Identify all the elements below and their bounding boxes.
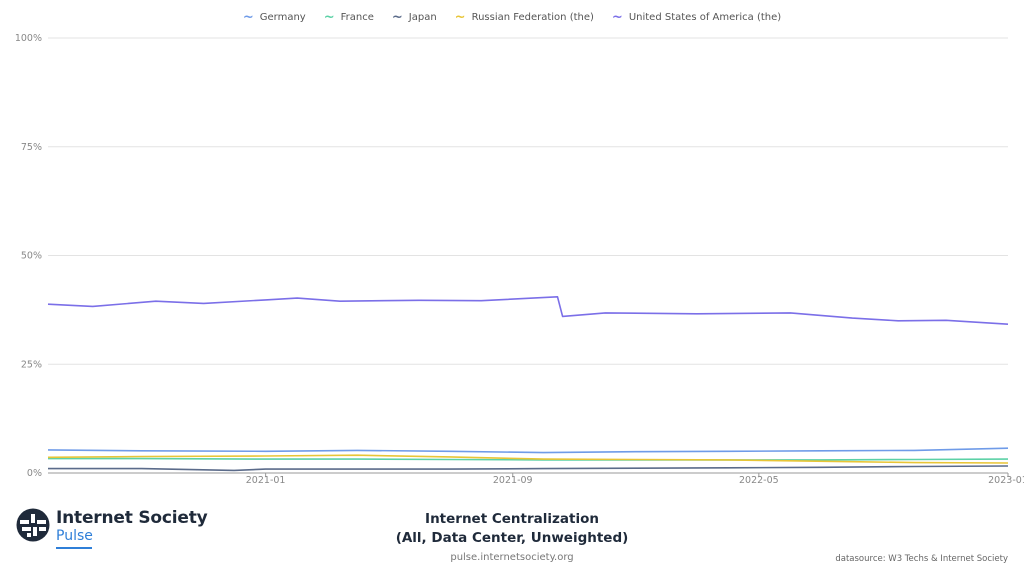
series-line-germany <box>47 447 1009 454</box>
grid-lines <box>48 37 1008 474</box>
legend-item[interactable]: ~ Germany <box>242 9 306 25</box>
internet-society-globe-icon <box>16 508 50 542</box>
x-tick-label: 2021-09 <box>493 475 533 486</box>
series-line-france <box>48 457 1009 461</box>
brand-logo: Internet Society Pulse <box>16 508 208 549</box>
brand-name: Internet Society <box>56 508 208 528</box>
chart: 0%25%50%75%100% 2021-01 2021-09 2022-05 202… <box>15 33 1024 486</box>
footer: Internet Society Pulse Internet Centrali… <box>0 500 1024 580</box>
legend-swatch-icon: ~ <box>391 9 403 25</box>
series-lines <box>47 296 1009 472</box>
chart-subtitle: (All, Data Center, Unweighted) <box>395 530 629 546</box>
legend-label: Germany <box>259 12 306 23</box>
y-tick-label: 0% <box>27 468 42 479</box>
legend-label: Russian Federation (the) <box>471 12 594 23</box>
legend-swatch-icon: ~ <box>242 9 254 25</box>
x-tick-label: 2021-01 <box>246 475 286 486</box>
legend-swatch-icon: ~ <box>454 9 466 25</box>
legend-item[interactable]: ~ United States of America (the) <box>611 9 782 25</box>
legend-label: France <box>340 12 374 23</box>
chart-title-main: Internet Centralization <box>425 511 599 527</box>
legend-item[interactable]: ~ Russian Federation (the) <box>454 9 594 25</box>
y-axis-ticks: 0% 25% 50% 75% 100% <box>15 33 42 479</box>
legend-label: United States of America (the) <box>628 12 782 23</box>
brand-underline <box>56 547 92 549</box>
series-line-united-states-of-america-the <box>47 296 1009 325</box>
legend-swatch-icon: ~ <box>323 9 335 25</box>
y-tick-label: 25% <box>21 359 42 370</box>
x-tick-label: 2022-05 <box>739 475 779 486</box>
series-line-japan <box>48 465 1009 472</box>
chart-title: Internet Centralization (All, Data Cente… <box>312 510 712 548</box>
legend-item[interactable]: ~ Japan <box>391 9 437 25</box>
datasource-note: datasource: W3 Techs & Internet Society <box>835 554 1008 564</box>
y-tick-label: 100% <box>15 33 42 44</box>
brand-product: Pulse <box>56 528 93 544</box>
legend-swatch-icon: ~ <box>611 9 623 25</box>
x-tick-label: 2023-01 <box>988 475 1024 486</box>
site-url[interactable]: pulse.internetsociety.org <box>450 552 574 563</box>
legend-label: Japan <box>408 12 437 23</box>
legend-item[interactable]: ~ France <box>323 9 374 25</box>
series-line-russian-federation-the <box>47 454 1009 464</box>
legend: ~ Germany ~ France ~ Japan ~ Russian Federation… <box>0 9 1024 25</box>
y-tick-label: 75% <box>21 142 42 153</box>
x-axis-ticks: 2021-01 2021-09 2022-05 2023-01 <box>246 473 1024 486</box>
y-tick-label: 50% <box>21 251 42 262</box>
